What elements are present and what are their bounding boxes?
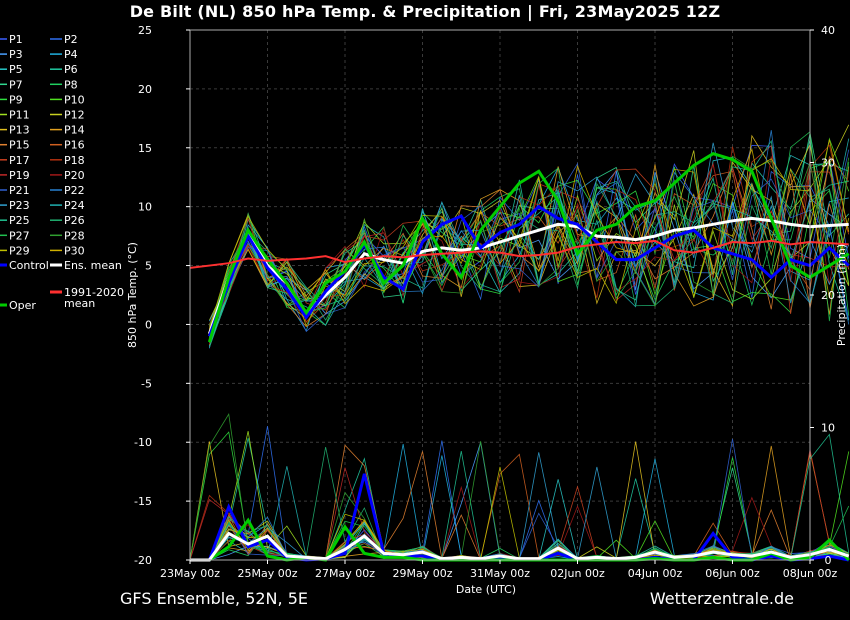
legend-climate-mean-label: 1991-2020 [64, 286, 124, 299]
x-tick-label: 31May 00z [470, 567, 530, 580]
legend-p5-label: P5 [9, 63, 23, 76]
axes: 23May 00z 25May 00z 27May 00z 29May 00z 31Ma… [134, 24, 837, 580]
member-line-P11 [209, 158, 850, 327]
member-precip-P17 [190, 485, 849, 561]
legend-p9-label: P9 [9, 93, 23, 106]
legend-p19-label: P19 [9, 169, 30, 182]
y-right-tick-label: 40 [821, 24, 835, 37]
precip-lines [189, 413, 850, 561]
x-tick-label: 27May 00z [315, 567, 375, 580]
y-left-tick-label: -5 [141, 377, 152, 390]
y-axis-label-left: 850 hPa Temp. (°C) [126, 242, 139, 348]
member-precip-P9 [189, 431, 849, 561]
y-axis-label-right: Precipitation (mm) [835, 244, 848, 346]
member-precip-P20 [190, 485, 849, 561]
legend-p16-label: P16 [64, 139, 85, 152]
legend-p27-label: P27 [9, 229, 30, 242]
series-1991-2020-mean [189, 239, 849, 269]
legend-control-label: Control [9, 259, 49, 272]
legend-p29-label: P29 [9, 244, 30, 257]
precip-control [190, 473, 850, 562]
y-left-tick-label: -20 [134, 554, 152, 567]
legend-p23-label: P23 [9, 199, 30, 212]
legend-p15-label: P15 [9, 139, 30, 152]
legend-p6-label: P6 [64, 63, 78, 76]
member-line-P10 [209, 137, 850, 339]
member-precip-P5 [190, 479, 849, 561]
y-right-tick-label: 20 [821, 289, 835, 302]
member-precip-P25 [190, 433, 850, 561]
legend-p20-label: P20 [64, 169, 85, 182]
precip-ens-mean [190, 531, 850, 562]
series-control [207, 204, 850, 337]
y-left-tick-label: 10 [138, 201, 152, 214]
x-tick-label: 29May 00z [392, 567, 452, 580]
legend-p24-label: P24 [64, 199, 85, 212]
legend-p4-label: P4 [64, 48, 78, 61]
series-oper [207, 152, 850, 343]
y-left-tick-label: 0 [145, 318, 152, 331]
y-left-tick-label: 15 [138, 142, 152, 155]
member-line-P20 [208, 156, 850, 345]
chart-title: De Bilt (NL) 850 hPa Temp. & Precipitati… [129, 2, 721, 21]
legend-p22-label: P22 [64, 184, 85, 197]
x-axis-label: Date (UTC) [456, 583, 516, 596]
x-tick-label: 25May 00z [237, 567, 297, 580]
legend-climate-mean-label: mean [64, 297, 95, 310]
legend-p10-label: P10 [64, 93, 85, 106]
y-right-tick-label: 10 [821, 422, 835, 435]
legend-p28-label: P28 [64, 229, 85, 242]
member-precip-P27 [190, 505, 850, 561]
y-left-tick-label: -15 [134, 495, 152, 508]
y-right-tick-label: 0 [825, 554, 832, 567]
x-tick-label: 04Jun 00z [628, 567, 683, 580]
legend-p21-label: P21 [9, 184, 30, 197]
legend-p17-label: P17 [9, 154, 30, 167]
legend-p14-label: P14 [64, 124, 85, 137]
legend-p25-label: P25 [9, 214, 30, 227]
legend-p8-label: P8 [64, 78, 78, 91]
member-line-P27 [208, 131, 850, 334]
legend-p26-label: P26 [64, 214, 85, 227]
y-left-tick-label: 25 [138, 24, 152, 37]
legend-p13-label: P13 [9, 124, 30, 137]
legend: P1 P2 P3 P4 P5 P6 P7 P8 P9 P10 P11 P12 P13 P14 P15 P16 P… [0, 33, 124, 312]
member-line-P28 [209, 155, 850, 326]
legend-p1-label: P1 [9, 33, 23, 46]
member-line-P7 [209, 132, 850, 344]
y-right-tick-label: 30 [821, 157, 835, 170]
y-left-tick-label: 5 [145, 260, 152, 273]
legend-p3-label: P3 [9, 48, 23, 61]
member-precip-P2 [190, 426, 849, 561]
legend-p11-label: P11 [9, 109, 30, 122]
legend-p30-label: P30 [64, 244, 85, 257]
x-tick-label: 02Jun 00z [550, 567, 605, 580]
y-left-tick-label: -10 [134, 436, 152, 449]
legend-p2-label: P2 [64, 33, 78, 46]
legend-p12-label: P12 [64, 109, 85, 122]
member-precip-P28 [189, 413, 849, 561]
legend-p18-label: P18 [64, 154, 85, 167]
member-line-P30 [209, 139, 850, 331]
member-precip-P18 [189, 494, 849, 561]
y-left-tick-label: 20 [138, 83, 152, 96]
legend-oper-label: Oper [9, 299, 36, 312]
x-tick-label: 23May 00z [160, 567, 220, 580]
member-line-P15 [208, 166, 850, 340]
model-info: GFS Ensemble, 52N, 5E [120, 589, 308, 608]
x-tick-label: 08Jun 00z [783, 567, 838, 580]
member-line-P21 [209, 149, 850, 333]
source-credit[interactable]: Wetterzentrale.de [649, 589, 794, 608]
member-precip-P11 [190, 431, 849, 561]
legend-p7-label: P7 [9, 78, 23, 91]
legend-ens-mean-label: Ens. mean [64, 259, 122, 272]
x-tick-label: 06Jun 00z [705, 567, 760, 580]
